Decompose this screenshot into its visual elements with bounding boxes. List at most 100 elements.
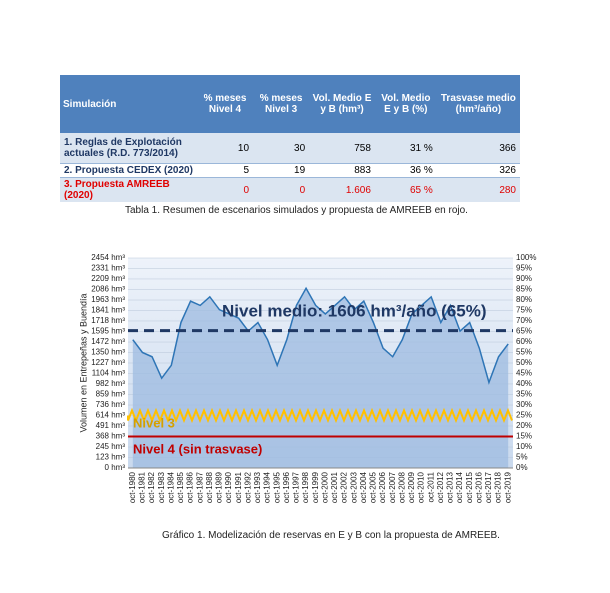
x-tick-label: oct-1983	[157, 471, 166, 503]
summary-table: Simulación% meses Nivel 4% meses Nivel 3…	[60, 75, 520, 202]
table-cell: 758	[309, 133, 375, 164]
y2-tick-label: 80%	[516, 295, 532, 304]
table-header: % meses Nivel 4	[196, 75, 254, 133]
x-tick-label: oct-1998	[301, 471, 310, 503]
y-tick-label: 1718 hm³	[91, 316, 125, 325]
table-cell: 3. Propuesta AMREEB (2020)	[60, 177, 197, 202]
y2-tick-label: 40%	[516, 379, 532, 388]
y2-tick-label: 70%	[516, 316, 532, 325]
reference-line	[127, 407, 513, 424]
x-tick-label: oct-2013	[446, 471, 455, 503]
table-cell: 36 %	[374, 163, 437, 178]
y-tick-label: 1227 hm³	[91, 358, 125, 367]
y2-tick-label: 30%	[516, 400, 532, 409]
y-tick-label: 0 hm³	[105, 463, 126, 472]
x-tick-label: oct-2016	[474, 471, 483, 503]
x-tick-label: oct-2000	[320, 471, 329, 503]
table-cell: 883	[309, 163, 375, 178]
y-tick-label: 123 hm³	[96, 453, 126, 462]
x-tick-label: oct-1994	[263, 471, 272, 503]
x-tick-label: oct-1999	[311, 471, 320, 503]
x-tick-label: oct-1990	[224, 471, 233, 503]
x-tick-label: oct-1981	[138, 471, 147, 503]
y-tick-label: 2331 hm³	[91, 264, 125, 273]
reference-label: Nivel medio: 1606 hm³/año (65%)	[222, 301, 487, 320]
x-tick-label: oct-1995	[272, 471, 281, 503]
y-tick-label: 1350 hm³	[91, 348, 125, 357]
x-tick-label: oct-2007	[388, 471, 397, 503]
y2-tick-label: 15%	[516, 432, 532, 441]
x-tick-label: oct-1984	[166, 471, 175, 503]
table-cell: 1.606	[309, 177, 375, 202]
table-cell: 0	[196, 177, 254, 202]
y2-tick-label: 25%	[516, 411, 532, 420]
y2-tick-label: 35%	[516, 390, 532, 399]
y-axis-label: Volumen en Entrepeñas y Buendía	[78, 293, 88, 432]
y-tick-label: 2086 hm³	[91, 285, 125, 294]
x-tick-label: oct-2005	[369, 471, 378, 503]
y-tick-label: 245 hm³	[96, 442, 126, 451]
x-tick-label: oct-2010	[417, 471, 426, 503]
table-header: Vol. Medio E y B (hm³)	[309, 75, 375, 133]
reference-label: Nivel 4 (sin trasvase)	[133, 441, 262, 456]
x-tick-label: oct-2017	[484, 471, 493, 503]
y2-tick-label: 75%	[516, 306, 532, 315]
y-tick-label: 1595 hm³	[91, 327, 125, 336]
y2-tick-label: 60%	[516, 337, 532, 346]
table-cell: 5	[196, 163, 254, 178]
x-tick-label: oct-2002	[340, 471, 349, 503]
series-line	[132, 286, 509, 385]
area-fill	[132, 288, 509, 468]
table-cell: 366	[436, 133, 520, 164]
table-header: Vol. Medio E y B (%)	[374, 75, 437, 133]
table-cell: 280	[436, 177, 520, 202]
table-cell: 30	[253, 133, 310, 164]
x-tick-label: oct-1996	[282, 471, 291, 503]
y2-tick-label: 10%	[516, 442, 532, 451]
table-cell: 19	[253, 163, 310, 178]
x-tick-label: oct-2019	[503, 471, 512, 503]
y-tick-label: 2454 hm³	[91, 253, 125, 262]
y-tick-label: 614 hm³	[96, 411, 126, 420]
table-cell: 1. Reglas de Explotación actuales (R.D. …	[60, 133, 197, 164]
x-tick-label: oct-1991	[234, 471, 243, 503]
table-cell: 2. Propuesta CEDEX (2020)	[60, 163, 197, 178]
x-tick-label: oct-1986	[186, 471, 195, 503]
table-row: 1. Reglas de Explotación actuales (R.D. …	[60, 133, 520, 164]
table-cell: 65 %	[374, 177, 437, 202]
table-header: Trasvase medio (hm³/año)	[436, 75, 520, 133]
x-tick-label: oct-2001	[330, 471, 339, 503]
y-tick-label: 2209 hm³	[91, 274, 125, 283]
y-tick-label: 982 hm³	[96, 379, 126, 388]
chart-caption: Gráfico 1. Modelización de reservas en E…	[162, 530, 500, 541]
table-header: Simulación	[60, 75, 197, 133]
x-tick-label: oct-1989	[215, 471, 224, 503]
y2-tick-label: 85%	[516, 285, 532, 294]
x-tick-label: oct-2018	[494, 471, 503, 503]
table-caption: Tabla 1. Resumen de escenarios simulados…	[125, 205, 468, 216]
x-tick-label: oct-2009	[407, 471, 416, 503]
y-tick-label: 1841 hm³	[91, 306, 125, 315]
y2-tick-label: 5%	[516, 453, 528, 462]
table-cell: 0	[253, 177, 310, 202]
y2-tick-label: 95%	[516, 264, 532, 273]
x-tick-label: oct-1987	[195, 471, 204, 503]
x-tick-label: oct-1982	[147, 471, 156, 503]
reference-label: Nivel 3	[133, 415, 175, 430]
x-tick-label: oct-2003	[349, 471, 358, 503]
y2-tick-label: 65%	[516, 327, 532, 336]
y2-tick-label: 100%	[516, 253, 536, 262]
y-tick-label: 859 hm³	[96, 390, 126, 399]
y-tick-label: 1963 hm³	[91, 295, 125, 304]
y2-tick-label: 55%	[516, 348, 532, 357]
y-tick-label: 368 hm³	[96, 432, 126, 441]
y-tick-label: 491 hm³	[96, 421, 126, 430]
x-tick-label: oct-2008	[397, 471, 406, 503]
table-header: % meses Nivel 3	[253, 75, 310, 133]
table-row: 3. Propuesta AMREEB (2020) 0 0 1.606 65 % 280	[60, 177, 520, 202]
y2-tick-label: 50%	[516, 358, 532, 367]
y2-tick-label: 20%	[516, 421, 532, 430]
x-tick-label: oct-2014	[455, 471, 464, 503]
